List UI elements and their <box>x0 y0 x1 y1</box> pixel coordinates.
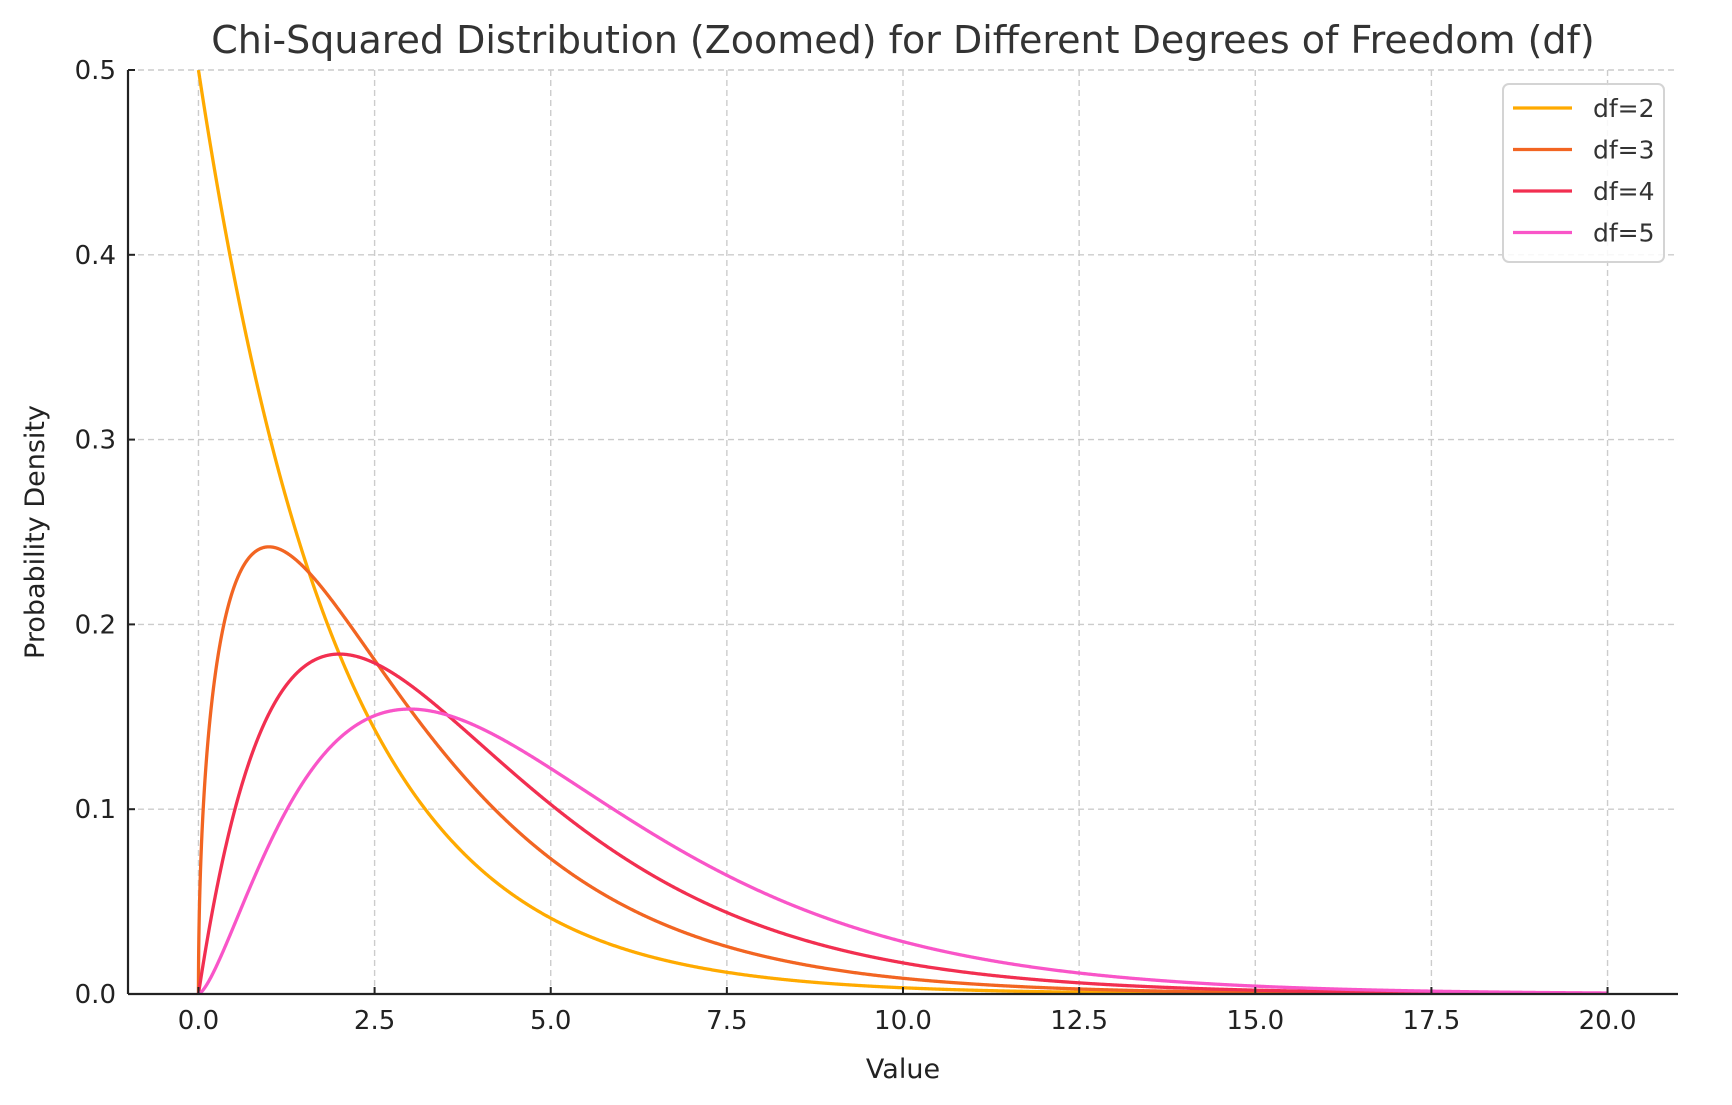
legend-label-df3: df=3 <box>1593 136 1655 165</box>
chart-title: Chi-Squared Distribution (Zoomed) for Di… <box>211 18 1595 62</box>
y-tick-label: 0.5 <box>75 56 116 86</box>
y-tick-label: 0.4 <box>75 241 116 271</box>
y-tick-label: 0.2 <box>75 610 116 640</box>
grid <box>128 69 1678 995</box>
x-tick-label: 15.0 <box>1226 1006 1284 1036</box>
y-tick-label: 0.1 <box>75 795 116 825</box>
x-axis-label: Value <box>866 1054 940 1085</box>
x-tick-label: 7.5 <box>706 1006 747 1036</box>
y-axis-label: Probability Density <box>20 405 51 659</box>
x-tick-label: 10.0 <box>874 1006 932 1036</box>
legend-label-df5: df=5 <box>1593 219 1655 248</box>
x-tick-label: 20.0 <box>1579 1006 1637 1036</box>
x-tick-label: 0.0 <box>178 1006 219 1036</box>
x-tick-label: 2.5 <box>354 1006 395 1036</box>
x-ticks: 0.0 2.5 5.0 7.5 10.0 12.5 15.0 17.5 20.0 <box>178 987 1637 1036</box>
series-line-df4 <box>196 652 1608 994</box>
x-tick-label: 5.0 <box>530 1006 571 1036</box>
legend-label-df2: df=2 <box>1593 94 1655 123</box>
x-tick-label: 12.5 <box>1050 1006 1108 1036</box>
series-line-df3 <box>196 545 1608 994</box>
x-tick-label: 17.5 <box>1402 1006 1460 1036</box>
y-tick-label: 0.3 <box>75 426 116 456</box>
legend: df=2 df=3 df=4 df=5 <box>1502 83 1665 263</box>
legend-box <box>1502 83 1665 263</box>
legend-label-df4: df=4 <box>1593 177 1655 206</box>
y-ticks: 0.0 0.1 0.2 0.3 0.4 0.5 <box>75 56 135 1010</box>
y-tick-label: 0.0 <box>75 980 116 1010</box>
series-line-df5 <box>197 707 1608 994</box>
